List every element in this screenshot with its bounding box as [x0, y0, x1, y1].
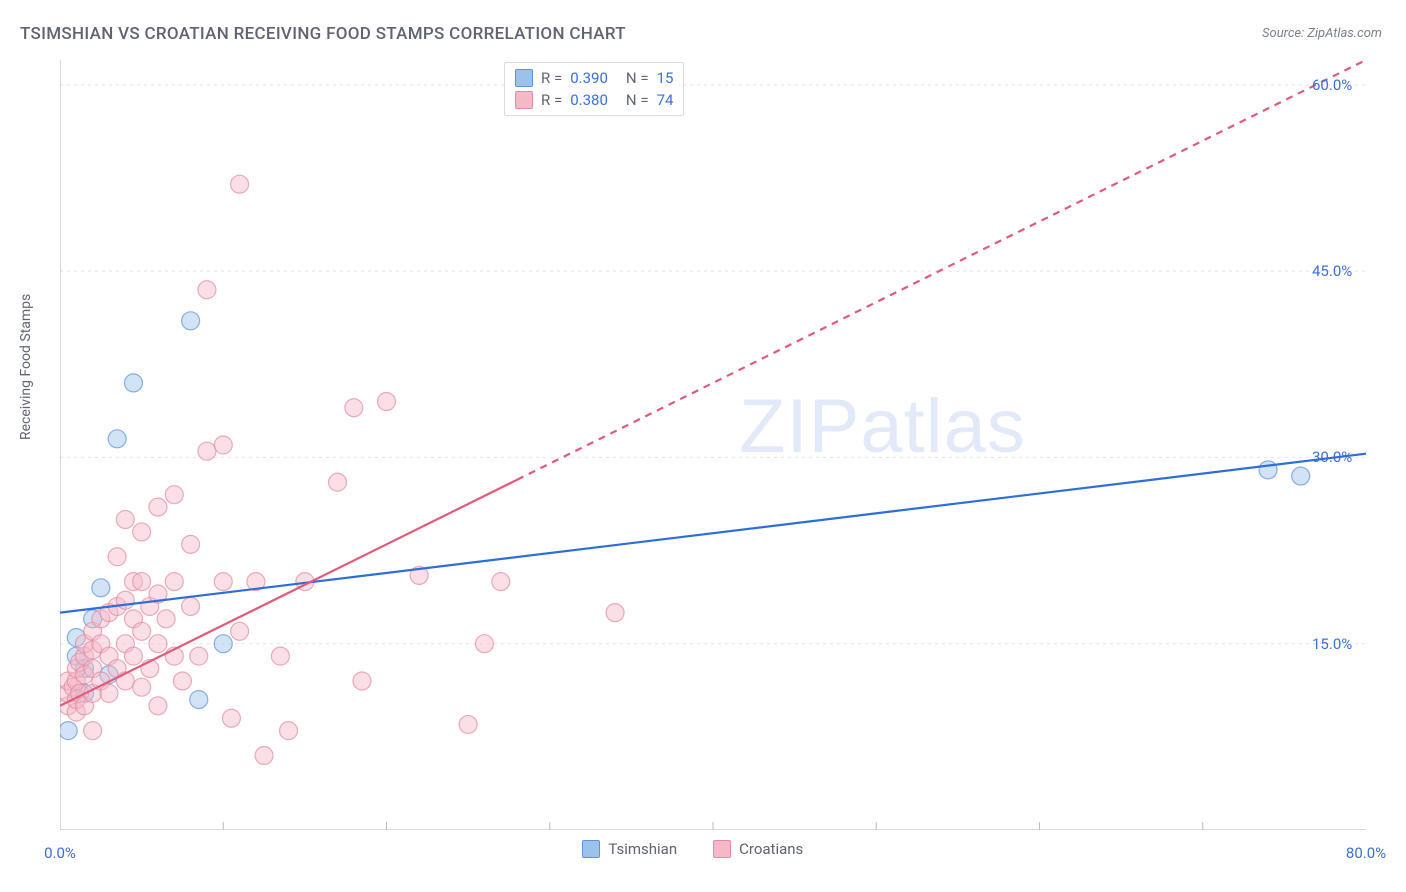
- legend-n-value: 15: [657, 67, 674, 89]
- legend-n-label: N =: [626, 67, 649, 89]
- legend-row: R = 0.380 N = 74: [515, 89, 673, 111]
- source-attribution: Source: ZipAtlas.com: [1262, 26, 1382, 41]
- legend-n-value: 74: [657, 89, 674, 111]
- series-name: Tsimshian: [608, 840, 677, 858]
- series-legend-item: Croatians: [713, 840, 803, 858]
- y-tick: 15.0%: [1312, 635, 1352, 653]
- y-axis-label: Receiving Food Stamps: [18, 294, 34, 440]
- legend-row: R = 0.390 N = 15: [515, 67, 673, 89]
- y-tick: 60.0%: [1312, 76, 1352, 94]
- series-legend-item: Tsimshian: [582, 840, 677, 858]
- series-name: Croatians: [739, 840, 803, 858]
- legend-swatch: [582, 840, 600, 858]
- x-tick: 80.0%: [1346, 844, 1386, 862]
- legend-r-label: R =: [541, 67, 562, 89]
- legend-swatch: [713, 840, 731, 858]
- correlation-legend: R = 0.390 N = 15 R = 0.380 N = 74: [504, 62, 684, 116]
- legend-r-value: 0.390: [570, 67, 608, 89]
- legend-n-label: N =: [626, 89, 649, 111]
- y-tick: 45.0%: [1312, 262, 1352, 280]
- legend-r-value: 0.380: [570, 89, 608, 111]
- scatter-plot: [60, 60, 1366, 830]
- legend-swatch: [515, 69, 533, 87]
- legend-r-label: R =: [541, 89, 562, 111]
- chart-area: R = 0.390N = 15R = 0.380N = 74 Tsimshian…: [60, 60, 1366, 830]
- legend-swatch: [515, 91, 533, 109]
- y-tick: 30.0%: [1312, 448, 1352, 466]
- x-tick: 0.0%: [44, 844, 76, 862]
- chart-title: TSIMSHIAN VS CROATIAN RECEIVING FOOD STA…: [20, 24, 626, 44]
- series-legend: Tsimshian Croatians: [582, 840, 803, 858]
